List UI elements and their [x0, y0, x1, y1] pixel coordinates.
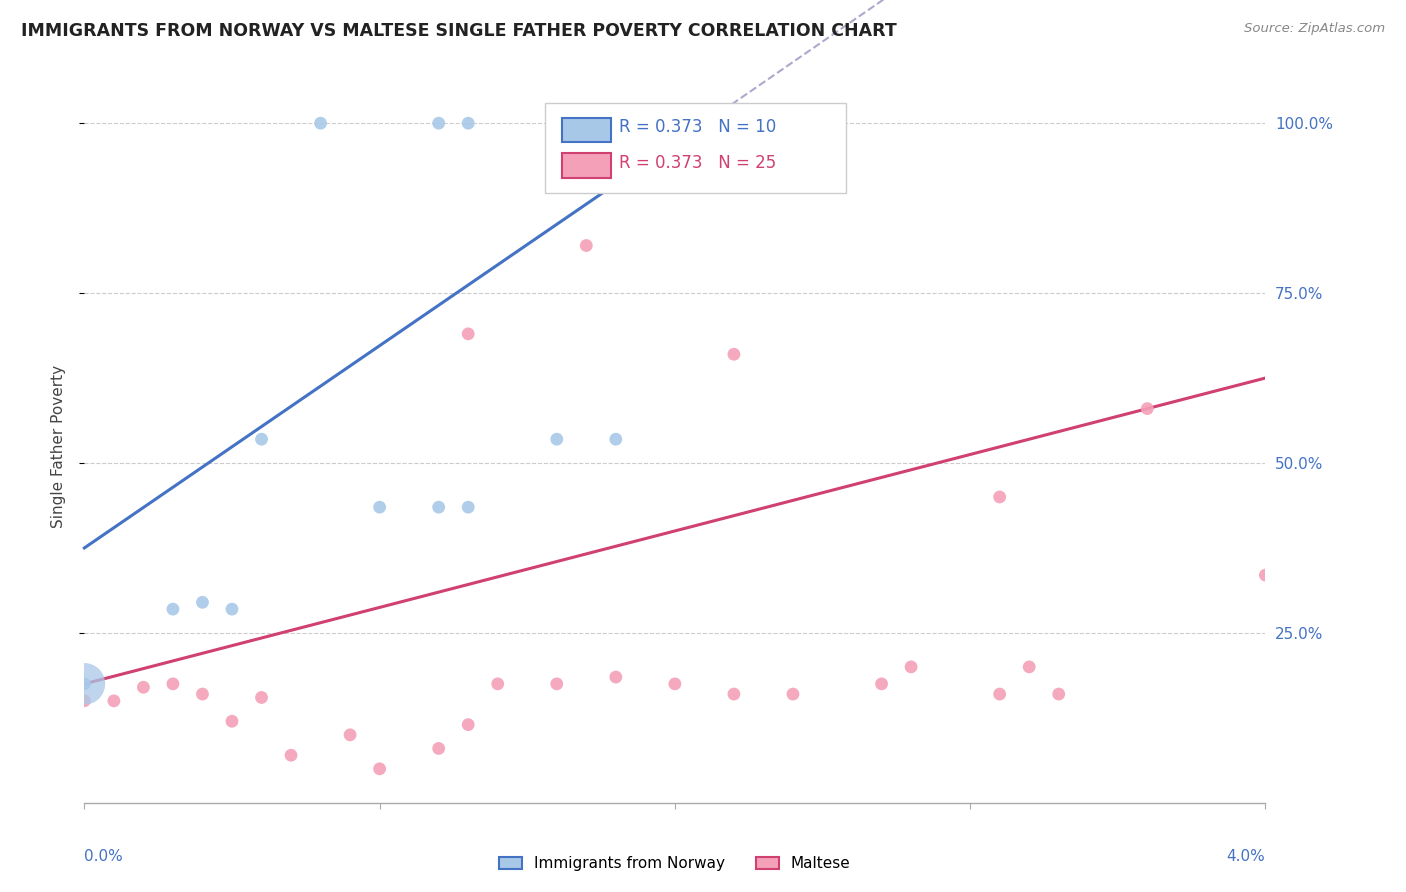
Text: 4.0%: 4.0% — [1226, 849, 1265, 864]
Y-axis label: Single Father Poverty: Single Father Poverty — [51, 365, 66, 527]
Text: Source: ZipAtlas.com: Source: ZipAtlas.com — [1244, 22, 1385, 36]
Point — [250, 690, 273, 705]
Point — [103, 694, 125, 708]
Point — [723, 347, 745, 361]
Point — [457, 326, 479, 341]
Point — [191, 595, 214, 609]
Point — [427, 116, 450, 130]
Point — [221, 602, 243, 616]
Point — [73, 694, 96, 708]
Point — [457, 116, 479, 130]
FancyBboxPatch shape — [561, 153, 612, 178]
Point — [339, 728, 361, 742]
Text: IMMIGRANTS FROM NORWAY VS MALTESE SINGLE FATHER POVERTY CORRELATION CHART: IMMIGRANTS FROM NORWAY VS MALTESE SINGLE… — [21, 22, 897, 40]
Point — [250, 432, 273, 446]
Point — [191, 687, 214, 701]
FancyBboxPatch shape — [546, 103, 846, 193]
Point — [546, 677, 568, 691]
Legend: Immigrants from Norway, Maltese: Immigrants from Norway, Maltese — [494, 850, 856, 877]
Point — [1136, 401, 1159, 416]
Point — [280, 748, 302, 763]
Point — [664, 677, 686, 691]
Point — [605, 432, 627, 446]
Point — [1254, 568, 1277, 582]
Point — [988, 490, 1011, 504]
Point — [1047, 687, 1070, 701]
Point — [782, 687, 804, 701]
Point — [870, 677, 893, 691]
Text: R = 0.373   N = 10: R = 0.373 N = 10 — [620, 119, 776, 136]
Point — [723, 687, 745, 701]
Point — [73, 677, 96, 691]
Point — [900, 660, 922, 674]
Text: 0.0%: 0.0% — [84, 849, 124, 864]
Point — [221, 714, 243, 729]
Point — [546, 432, 568, 446]
Point — [634, 116, 657, 130]
Point — [427, 500, 450, 515]
Point — [309, 116, 332, 130]
Point — [162, 677, 184, 691]
Point — [457, 717, 479, 731]
Point — [1018, 660, 1040, 674]
Point — [988, 687, 1011, 701]
Point — [605, 116, 627, 130]
Point — [605, 670, 627, 684]
FancyBboxPatch shape — [561, 118, 612, 142]
Point — [132, 680, 155, 694]
Point — [162, 602, 184, 616]
Point — [368, 762, 391, 776]
Point — [427, 741, 450, 756]
Text: R = 0.373   N = 25: R = 0.373 N = 25 — [620, 154, 776, 172]
Point — [73, 677, 96, 691]
Point — [368, 500, 391, 515]
Point — [575, 238, 598, 252]
Point — [457, 500, 479, 515]
Point — [486, 677, 509, 691]
